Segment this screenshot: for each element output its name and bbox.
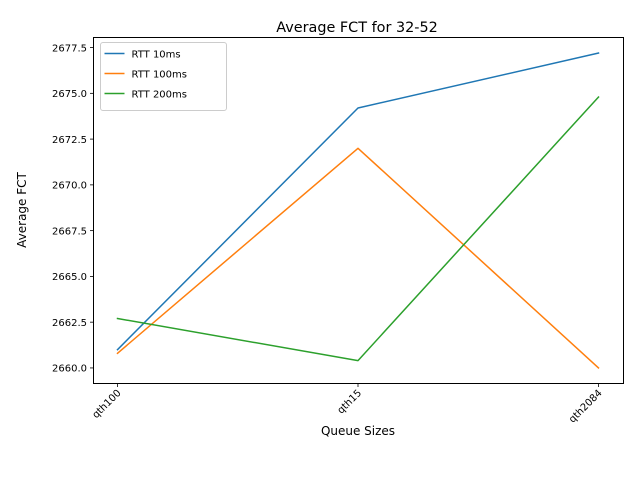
series-line-1 — [116, 52, 600, 351]
y-tick-label: 2665.0 — [52, 272, 87, 283]
y-tick-label: 2675.0 — [52, 89, 87, 100]
y-tick-label: 2670.0 — [52, 181, 87, 192]
series-line-3 — [116, 95, 600, 362]
y-tick-label: 2667.5 — [52, 226, 87, 237]
y-axis-label: Average FCT — [15, 171, 29, 247]
y-tick-label: 2660.0 — [52, 364, 87, 375]
legend-label: RTT 10ms — [132, 50, 181, 61]
y-tick-label: 2662.5 — [52, 318, 87, 329]
plot-frame — [93, 37, 624, 384]
legend: RTT 10ms RTT 100ms RTT 200ms — [100, 42, 227, 111]
y-axis-ticks: 2660.0 2662.5 2665.0 2667.5 2670.0 2672.5 2675… — [52, 43, 94, 375]
legend-label: RTT 100ms — [132, 70, 187, 81]
y-tick-label: 2677.5 — [52, 43, 87, 54]
legend-box — [100, 42, 227, 111]
plot-lines — [116, 52, 600, 369]
x-axis-ticks: qth100 qth15 qth2084 — [91, 383, 605, 426]
chart-title: Average FCT for 32-52 — [276, 20, 438, 36]
series-line-2 — [116, 147, 600, 369]
x-tick-label: qth15 — [336, 388, 365, 417]
legend-label: RTT 200ms — [132, 90, 187, 101]
x-axis-label: Queue Sizes — [321, 424, 395, 438]
y-tick-label: 2672.5 — [52, 135, 87, 146]
x-tick-label: qth2084 — [567, 388, 605, 426]
x-tick-label: qth100 — [91, 388, 124, 421]
